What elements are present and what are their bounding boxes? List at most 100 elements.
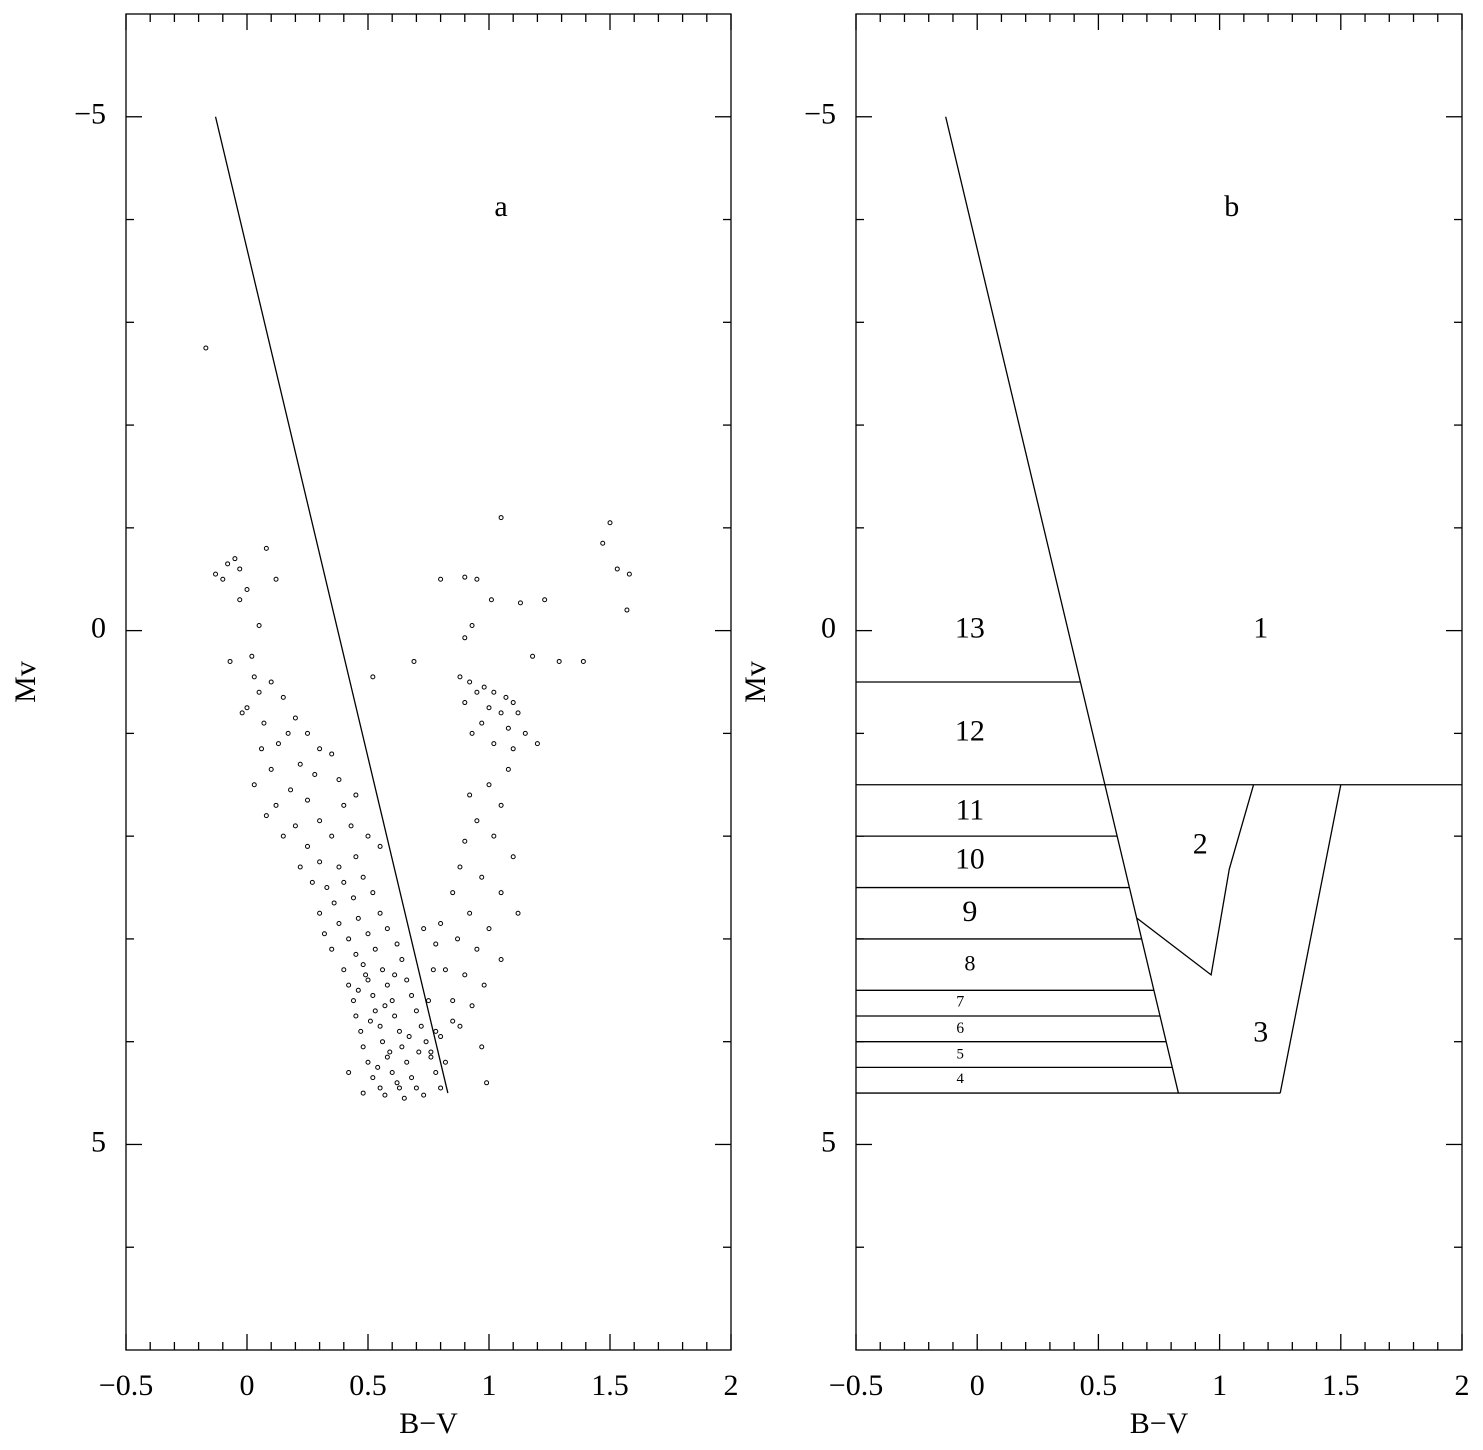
star-point [462, 972, 468, 978]
star-point [244, 587, 250, 593]
star-point [288, 787, 294, 793]
star-point [384, 926, 390, 932]
star-point [409, 1075, 415, 1081]
star-point [481, 982, 487, 988]
star-point [423, 1039, 429, 1045]
star-point [484, 1080, 490, 1086]
star-point [372, 1008, 378, 1014]
star-point [263, 545, 269, 551]
star-point [488, 597, 494, 603]
star-point [225, 561, 231, 567]
star-point [377, 910, 383, 916]
star-point [413, 1008, 419, 1014]
y-axis-label: Mv [9, 661, 42, 703]
star-point [273, 576, 279, 582]
star-point [510, 746, 516, 752]
boundary-line [214, 116, 449, 1094]
star-point [331, 900, 337, 906]
star-point [438, 921, 444, 927]
star-point [273, 802, 279, 808]
star-point [309, 879, 315, 885]
star-point [503, 694, 509, 700]
star-point [297, 864, 303, 870]
star-point [396, 1085, 402, 1091]
region-label: 13 [955, 612, 985, 645]
x-tick-label: 2 [724, 1369, 739, 1402]
star-point [438, 576, 444, 582]
star-point [433, 1028, 439, 1034]
star-point [438, 1085, 444, 1091]
star-point [275, 741, 281, 747]
star-point [469, 622, 475, 628]
star-point [329, 833, 335, 839]
star-point [413, 1085, 419, 1091]
star-point [317, 910, 323, 916]
star-point [522, 730, 528, 736]
star-point [237, 597, 243, 603]
star-point [346, 982, 352, 988]
star-point [370, 674, 376, 680]
region-label: 2 [1193, 827, 1208, 860]
star-point [515, 710, 521, 716]
star-point [433, 1070, 439, 1076]
star-point [324, 885, 330, 891]
star-point [256, 689, 262, 695]
star-point [297, 761, 303, 767]
region-label: 1 [1253, 612, 1268, 645]
star-point [377, 843, 383, 849]
star-point [268, 766, 274, 772]
y-tick-label: −5 [804, 98, 836, 131]
star-point [384, 982, 390, 988]
star-point [220, 576, 226, 582]
star-point [474, 818, 480, 824]
star-point [401, 1095, 407, 1101]
star-point [457, 1023, 463, 1029]
y-tick-label: 5 [91, 1125, 106, 1158]
star-point [232, 556, 238, 562]
star-point [382, 1092, 388, 1098]
x-tick-label: 1 [482, 1369, 497, 1402]
star-point [268, 679, 274, 685]
star-point [498, 956, 504, 962]
star-point [377, 1023, 383, 1029]
star-point [462, 838, 468, 844]
x-tick-label: −0.5 [829, 1369, 883, 1402]
star-point [363, 972, 369, 978]
star-point [355, 987, 361, 993]
star-point [450, 890, 456, 896]
star-point [251, 782, 257, 788]
star-point [213, 571, 219, 577]
region-label: 10 [955, 844, 985, 876]
star-point [426, 998, 431, 1004]
star-point [510, 854, 516, 860]
star-point [411, 658, 417, 664]
star-point [256, 622, 262, 628]
star-point [474, 576, 480, 582]
star-point [305, 843, 310, 849]
star-point [479, 1044, 485, 1050]
star-point [227, 658, 233, 664]
star-point [355, 915, 361, 921]
region-label: a [494, 190, 507, 223]
star-point [450, 998, 456, 1004]
star-point [360, 962, 366, 968]
star-point [365, 931, 371, 937]
star-point [469, 730, 475, 736]
star-point [336, 864, 342, 870]
star-point [406, 1034, 412, 1040]
star-point [624, 607, 630, 613]
star-point [365, 977, 371, 983]
star-point [346, 936, 352, 942]
star-point [517, 600, 523, 606]
star-point [498, 802, 504, 808]
region-label: 12 [955, 714, 985, 747]
plot-frame [125, 13, 732, 1351]
star-point [305, 797, 310, 803]
x-axis-label: B−V [1130, 1407, 1189, 1440]
star-point [353, 951, 359, 957]
star-point [244, 705, 250, 711]
star-point [607, 520, 613, 526]
star-point [387, 1049, 393, 1055]
star-point [353, 854, 359, 860]
